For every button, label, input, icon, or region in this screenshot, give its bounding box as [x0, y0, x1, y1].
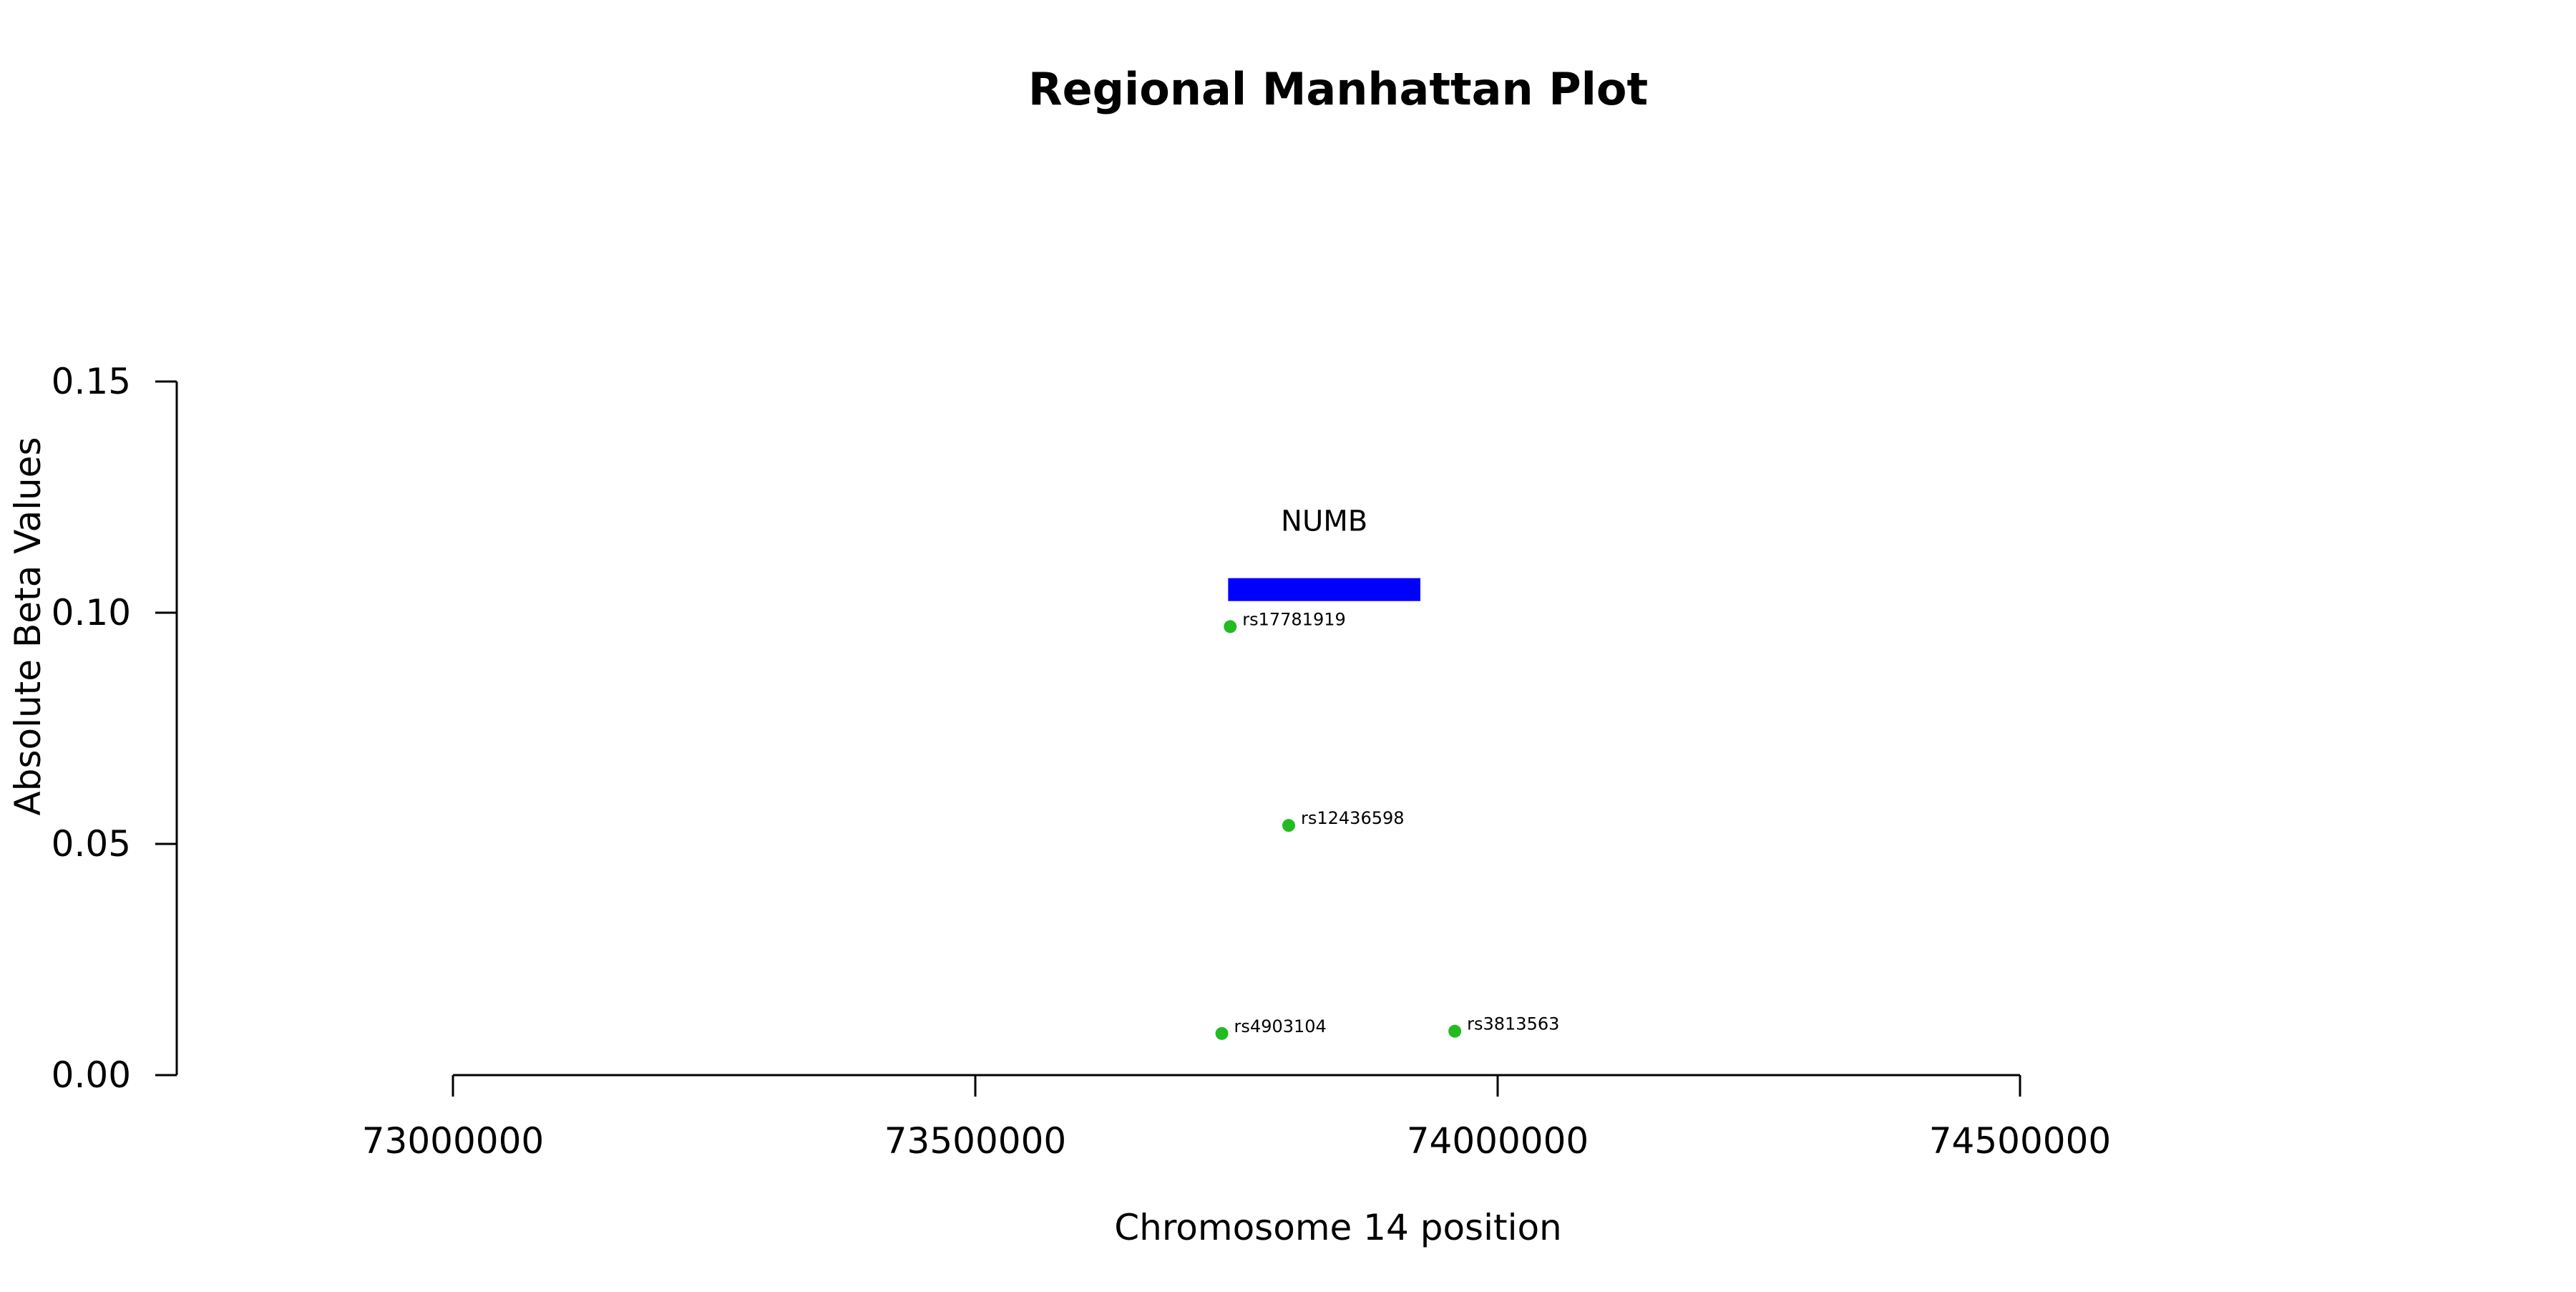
- y-tick-label: 0.00: [52, 1054, 131, 1096]
- x-axis-label: Chromosome 14 position: [1114, 1207, 1562, 1248]
- snp-point: [1282, 819, 1295, 832]
- x-tick-label: 74500000: [1929, 1120, 2112, 1162]
- snp-point: [1448, 1024, 1462, 1038]
- y-axis: 0.00 0.05 0.10 0.15: [52, 361, 178, 1096]
- snp-label: rs4903104: [1234, 1016, 1327, 1036]
- snp-point: [1215, 1026, 1229, 1040]
- y-axis-label: Absolute Beta Values: [7, 437, 49, 816]
- y-tick-label: 0.15: [52, 361, 131, 402]
- snp-label: rs3813563: [1467, 1014, 1559, 1034]
- x-tick-label: 74000000: [1407, 1120, 1589, 1162]
- gene-track: NUMB: [1228, 505, 1420, 601]
- x-tick-label: 73000000: [362, 1120, 545, 1162]
- x-tick-label: 73500000: [884, 1120, 1067, 1162]
- y-tick-label: 0.05: [52, 823, 131, 865]
- snp-points: rs17781919 rs12436598 rs4903104 rs3813563: [1215, 609, 1559, 1040]
- snp-label: rs17781919: [1242, 609, 1346, 629]
- snp-label: rs12436598: [1301, 808, 1405, 828]
- gene-label: NUMB: [1281, 505, 1367, 538]
- snp-point: [1224, 620, 1237, 633]
- chart-title: Regional Manhattan Plot: [1028, 63, 1648, 115]
- x-axis: 73000000 73500000 74000000 74500000: [362, 1074, 2112, 1162]
- y-tick-label: 0.10: [52, 592, 131, 633]
- gene-bar: [1228, 578, 1420, 601]
